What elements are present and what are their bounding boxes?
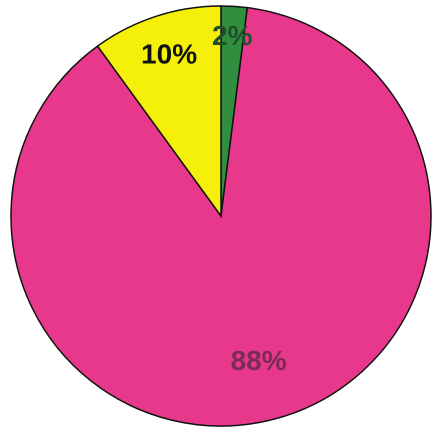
data-label: 10% — [141, 39, 197, 70]
data-label: 2% — [212, 20, 253, 51]
pie-slice — [96, 5, 222, 219]
data-label: 88% — [231, 345, 287, 376]
